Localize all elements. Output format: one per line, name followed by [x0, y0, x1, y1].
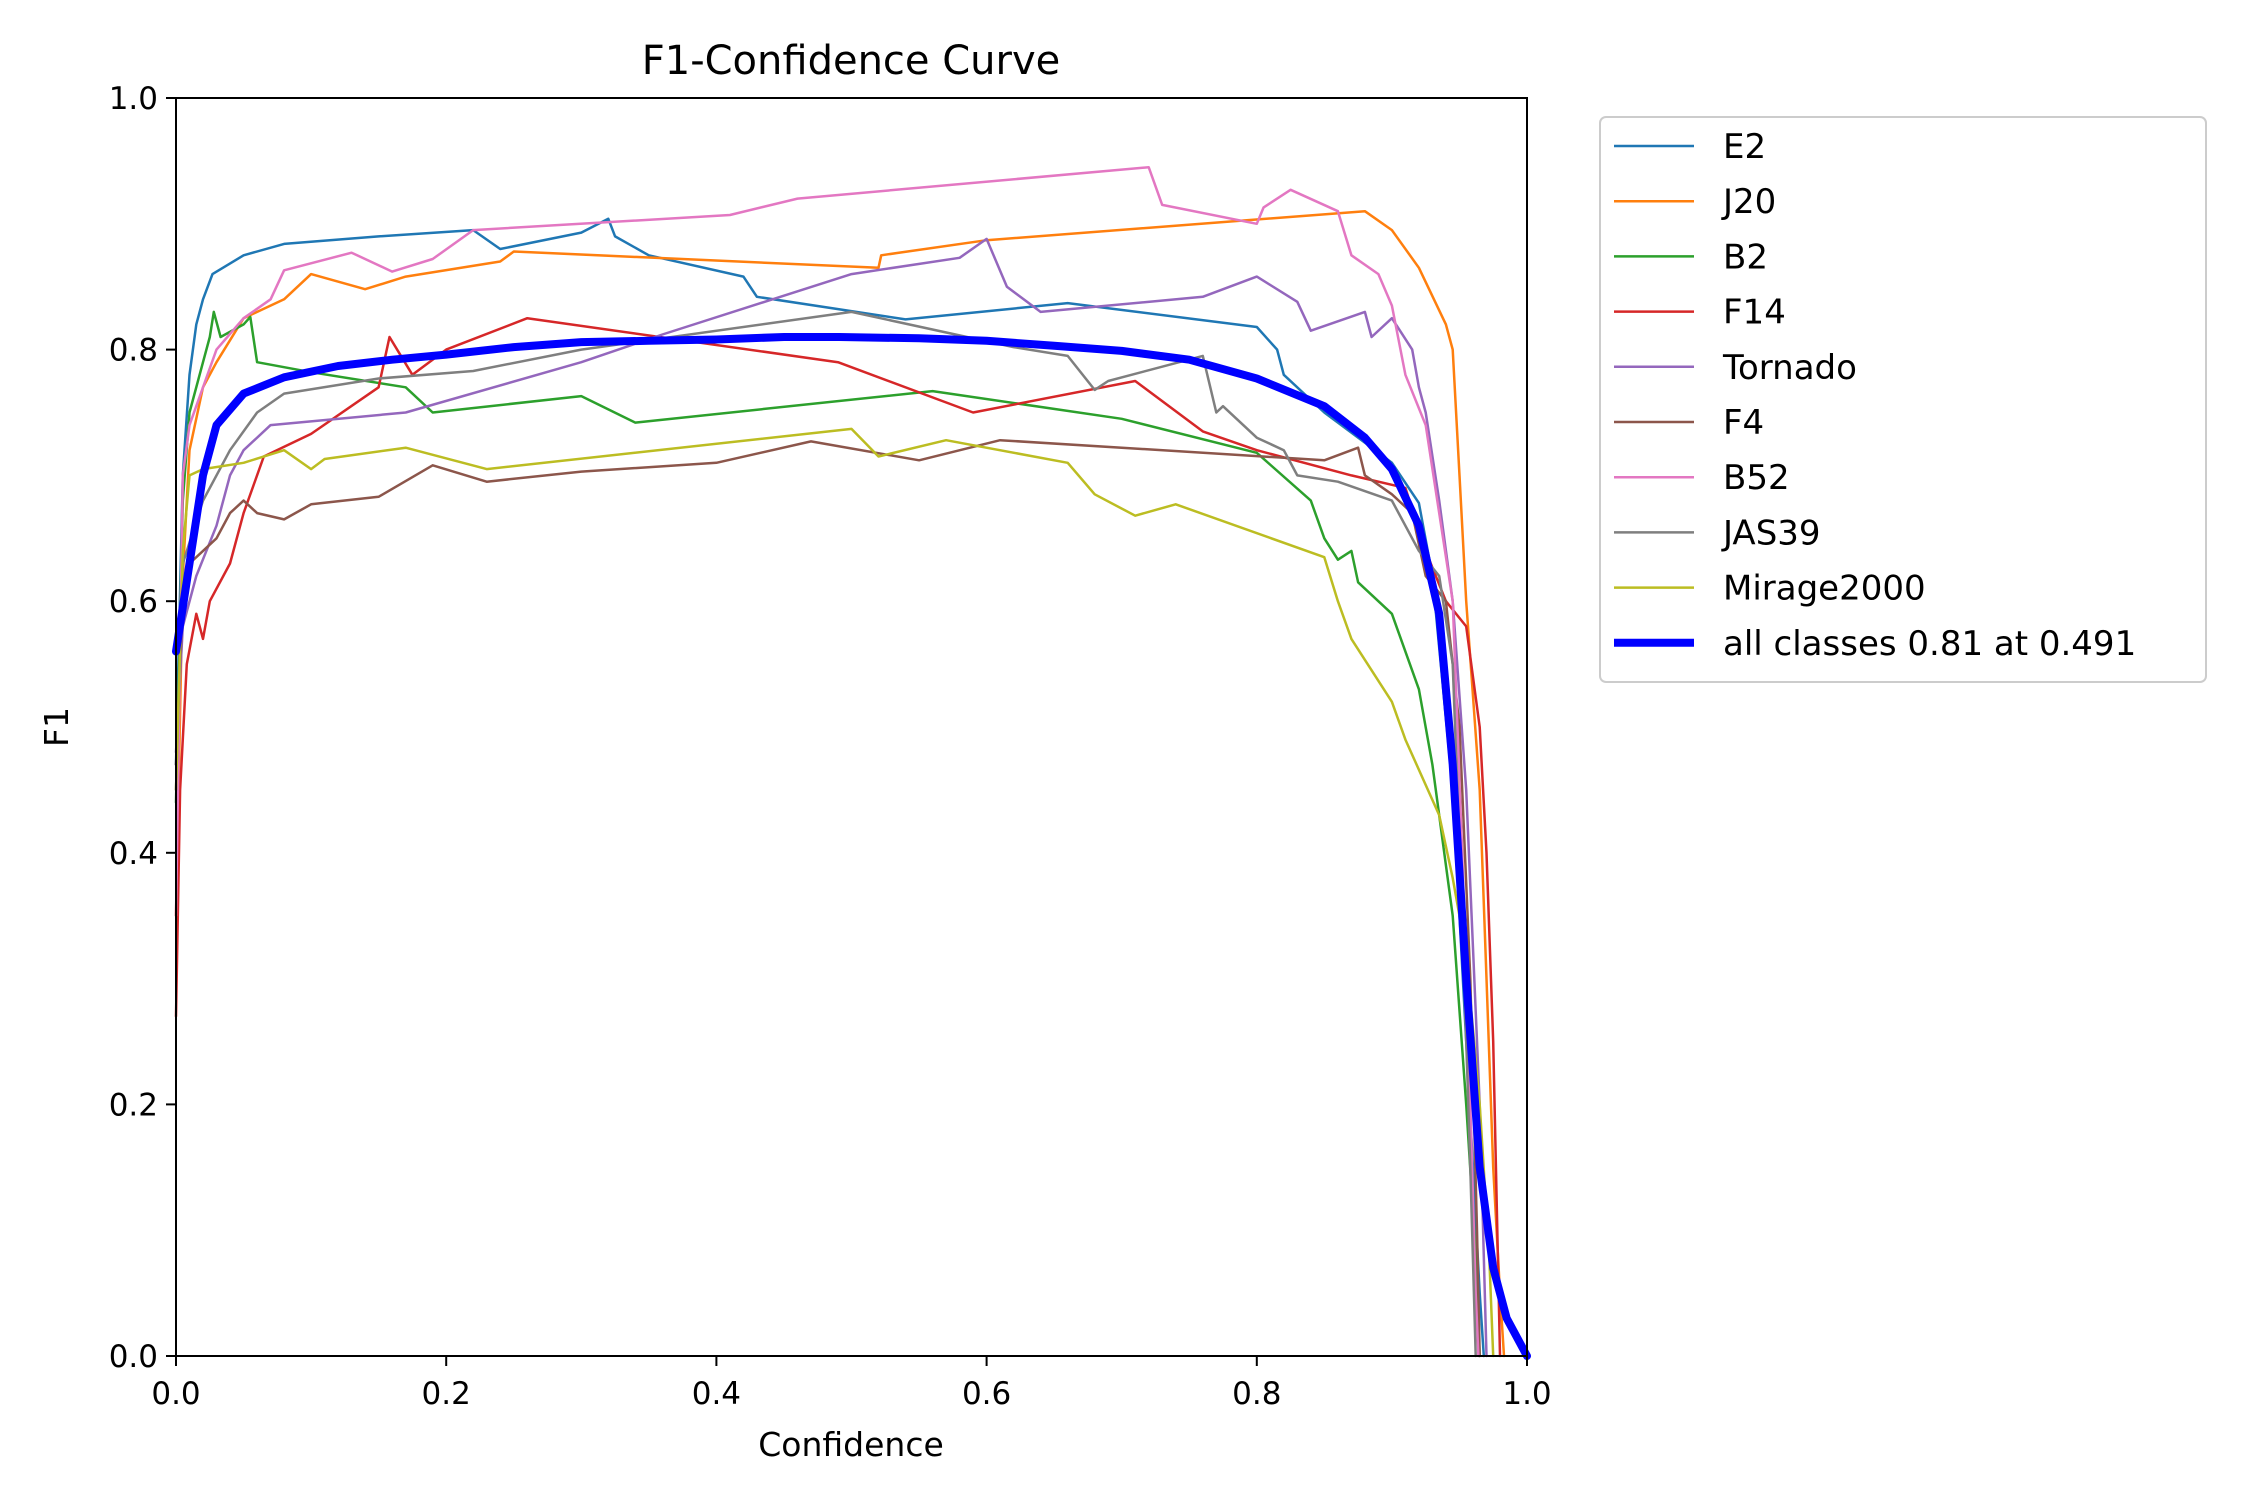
legend-label: JAS39	[1721, 513, 1821, 553]
legend-label: Tornado	[1722, 348, 1857, 388]
legend-label: Mirage2000	[1723, 569, 1926, 609]
x-tick-label: 0.0	[151, 1376, 200, 1412]
legend-label: B2	[1723, 237, 1768, 277]
y-tick-label: 0.0	[109, 1339, 158, 1375]
y-axis: 0.0 0.2 0.4 0.6 0.8 1.0	[109, 81, 176, 1375]
x-tick-label: 0.2	[422, 1376, 471, 1412]
series-line-4	[176, 318, 1500, 1356]
legend-label: F14	[1723, 293, 1786, 333]
series-line-8	[176, 312, 1476, 1356]
y-tick-label: 0.2	[109, 1087, 158, 1123]
x-axis-label: Confidence	[758, 1425, 944, 1464]
x-tick-label: 1.0	[1502, 1376, 1551, 1412]
series-layer	[176, 167, 1527, 1356]
y-axis-label: F1	[37, 707, 76, 747]
x-tick-label: 0.6	[962, 1376, 1011, 1412]
legend-label: all classes 0.81 at 0.491	[1723, 624, 2136, 664]
series-line-9	[176, 429, 1493, 1356]
series-line-6	[176, 440, 1480, 1356]
x-tick-label: 0.4	[692, 1376, 741, 1412]
y-tick-label: 0.4	[109, 836, 158, 872]
legend-label: J20	[1721, 182, 1776, 222]
legend-label: F4	[1723, 403, 1764, 443]
legend-label: E2	[1723, 127, 1766, 167]
series-line-5	[176, 239, 1487, 1356]
y-tick-label: 1.0	[109, 81, 158, 117]
plot-area	[176, 98, 1527, 1356]
legend-label: B52	[1723, 458, 1790, 498]
series-line-3	[176, 312, 1480, 1356]
y-tick-label: 0.6	[109, 584, 158, 620]
series-line-10	[176, 337, 1527, 1356]
x-tick-label: 0.8	[1232, 1376, 1281, 1412]
legend: E2 J20 B2 F14 Tornado F4 B52 JAS39 Mirage2000 all…	[1600, 117, 2206, 682]
y-tick-label: 0.8	[109, 333, 158, 369]
series-line-7	[176, 167, 1478, 1356]
plot-frame	[176, 98, 1527, 1356]
x-axis: 0.0 0.2 0.4 0.6 0.8 1.0	[151, 1356, 1551, 1412]
chart-title: F1-Confidence Curve	[642, 38, 1061, 84]
